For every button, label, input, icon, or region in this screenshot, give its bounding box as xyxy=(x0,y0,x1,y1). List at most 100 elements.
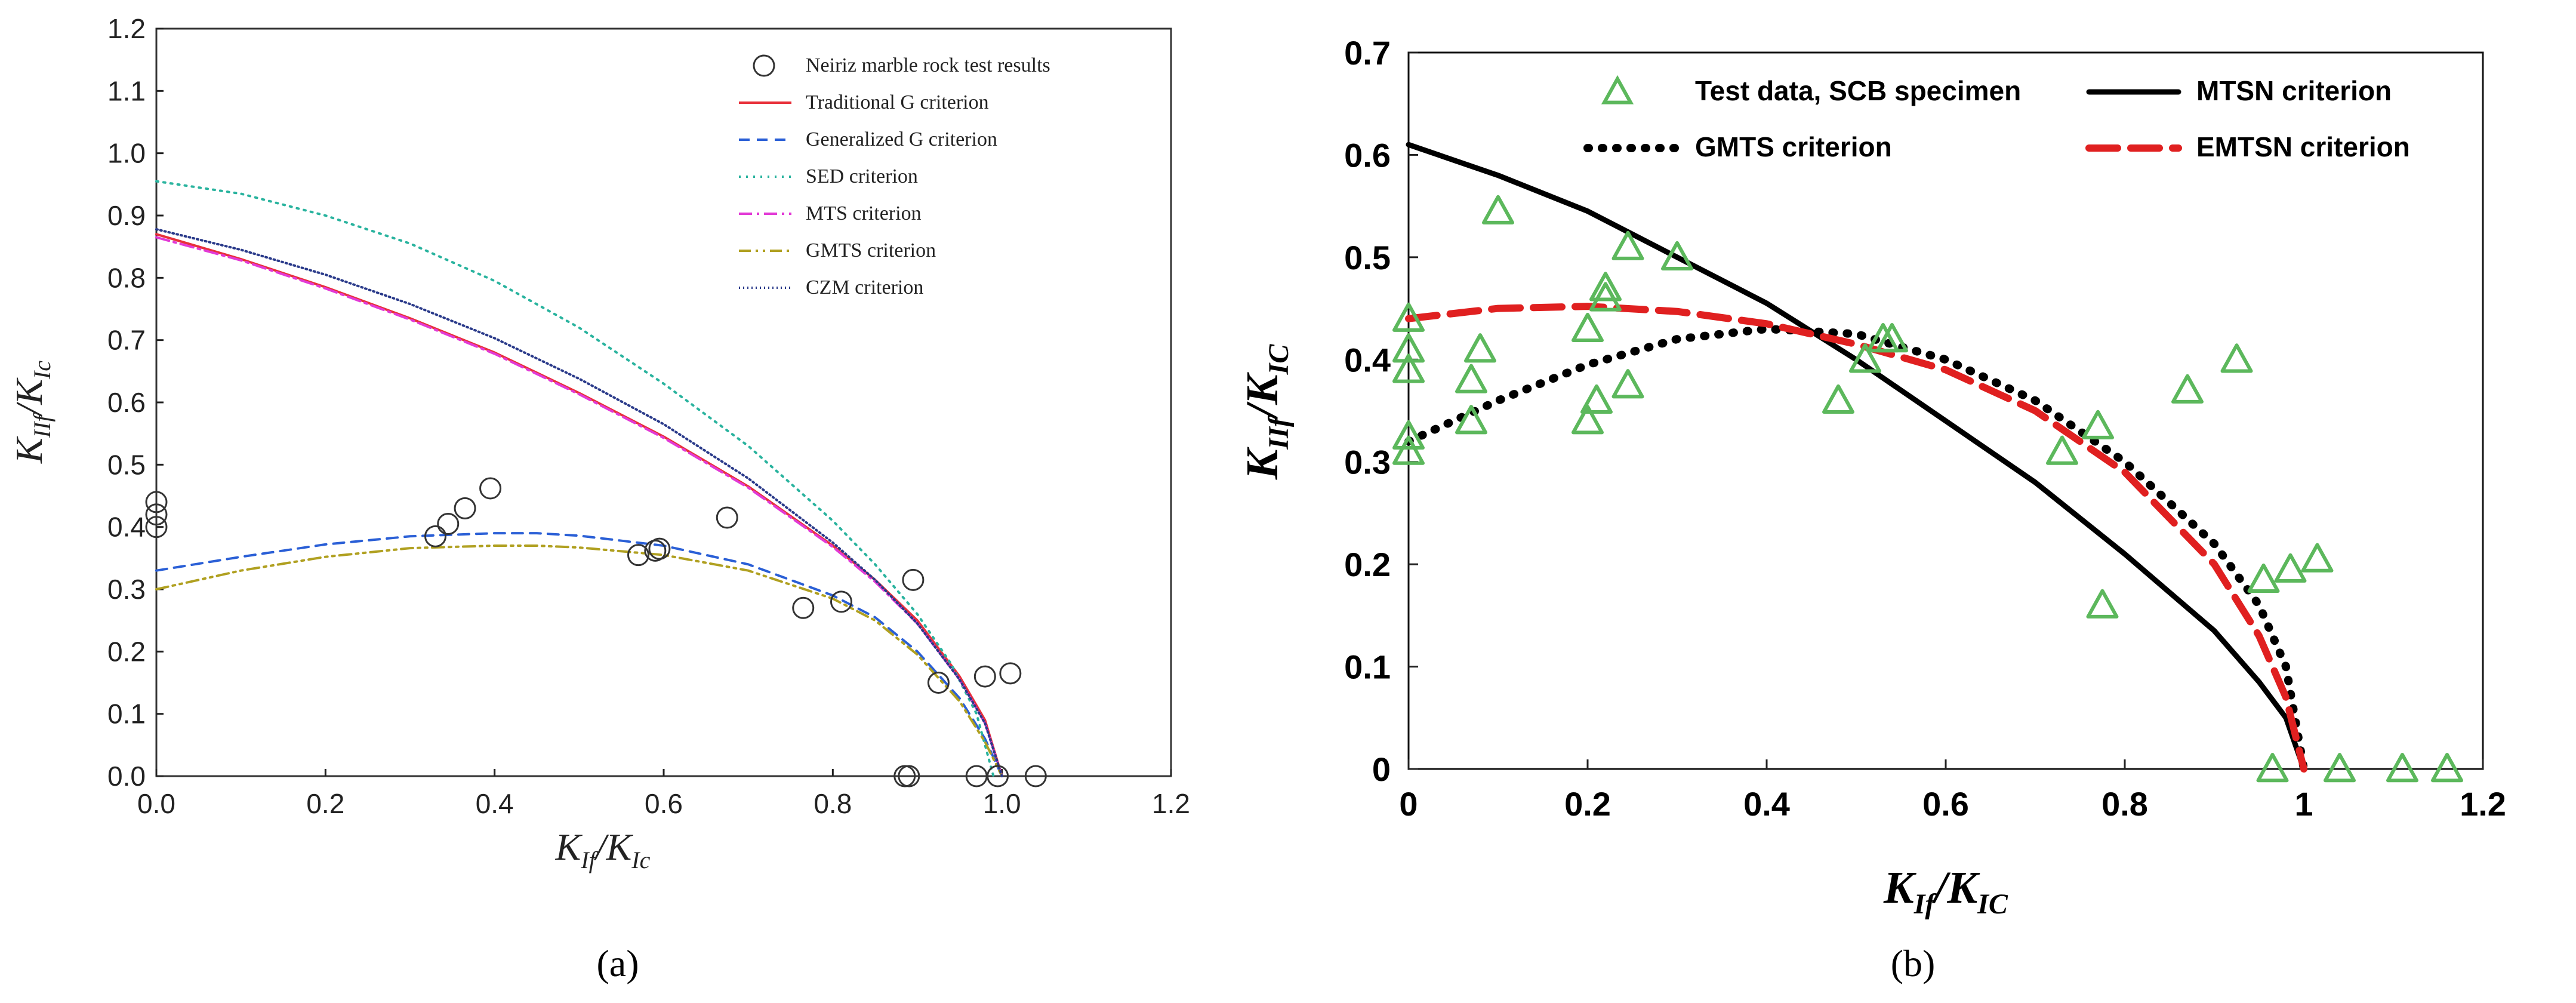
data-point xyxy=(1589,272,1622,301)
y-tick-label: 0.2 xyxy=(1344,546,1391,583)
y-tick-label: 0.4 xyxy=(107,512,146,543)
legend-label: MTS criterion xyxy=(806,202,922,224)
data-point xyxy=(1392,435,1425,465)
legend-label: SED criterion xyxy=(806,165,918,187)
x-tick-label: 0.8 xyxy=(2102,785,2148,823)
legend-label: Test data, SCB specimen xyxy=(1695,75,2021,106)
y-tick-label: 0.3 xyxy=(1344,444,1391,481)
panel-a-x-axis-label: KIf/KIc xyxy=(555,826,651,873)
x-tick-label: 0.2 xyxy=(306,788,344,819)
data-point xyxy=(145,516,168,539)
panel-b-curves xyxy=(1404,141,2308,773)
data-point xyxy=(145,503,168,526)
data-point xyxy=(454,497,476,519)
data-point xyxy=(1876,323,1908,353)
data-point xyxy=(1572,405,1604,435)
x-tick-label: 0.8 xyxy=(814,788,852,819)
y-tick-label: 1.1 xyxy=(107,75,146,106)
data-point xyxy=(987,765,1009,787)
data-point xyxy=(424,525,446,547)
panel-a-points xyxy=(145,477,1047,787)
data-point xyxy=(2247,563,2280,593)
panel-a-y-axis-label: KIIf/KIc xyxy=(8,361,56,464)
legend-label: Traditional G criterion xyxy=(806,91,989,113)
y-tick-label: 1.0 xyxy=(107,138,146,169)
data-point xyxy=(1661,241,1693,271)
x-tick-label: 0.4 xyxy=(476,788,514,819)
y-tick-label: 0.9 xyxy=(107,200,146,231)
legend-label: MTSN criterion xyxy=(2196,75,2392,106)
panel-b-caption: (b) xyxy=(1891,942,1936,984)
x-tick-label: 0.4 xyxy=(1743,785,1790,823)
legend-label: GMTS criterion xyxy=(806,239,936,261)
x-tick-label: 1 xyxy=(2294,785,2313,823)
data-point xyxy=(973,665,996,688)
y-tick-label: 0.5 xyxy=(107,449,146,480)
y-tick-label: 0.7 xyxy=(1344,34,1391,72)
data-point xyxy=(1455,364,1487,393)
legend-marker xyxy=(753,54,775,77)
y-tick-label: 0.6 xyxy=(107,387,146,418)
legend-label: CZM criterion xyxy=(806,276,923,299)
data-point xyxy=(1392,333,1425,363)
data-point xyxy=(648,537,671,560)
y-tick-label: 0.4 xyxy=(1344,341,1391,379)
series-line xyxy=(155,228,1003,777)
y-tick-label: 0.3 xyxy=(107,574,146,605)
data-point xyxy=(145,491,168,513)
data-point xyxy=(2220,343,2253,373)
y-tick-label: 0.1 xyxy=(107,699,146,730)
data-point xyxy=(1822,384,1854,414)
y-tick-label: 0.6 xyxy=(1344,136,1391,174)
data-point xyxy=(1392,420,1425,450)
data-point xyxy=(1464,333,1496,363)
data-point xyxy=(2386,753,2418,783)
x-tick-label: 0.6 xyxy=(1922,785,1969,823)
data-point xyxy=(1580,384,1613,414)
x-tick-label: 1.0 xyxy=(983,788,1021,819)
y-tick-label: 0 xyxy=(1372,750,1391,788)
data-point xyxy=(1392,353,1425,383)
data-point xyxy=(1589,282,1622,312)
panel-b-chart: 0 0.2 0.4 0.6 0.8 1 1.200.10.20.30.40.50.60.7 … xyxy=(1237,34,2506,984)
legend-label: GMTS criterion xyxy=(1695,131,1892,162)
data-point xyxy=(830,590,852,613)
x-tick-label: 0 xyxy=(1399,785,1418,823)
panel-a-ticks: 0.0 0.2 0.4 0.6 0.8 1.0 1.2 0.0 0.1 0.2 0.3 0.4 0.5 0… xyxy=(107,13,1190,819)
data-point xyxy=(2324,753,2356,783)
series-line xyxy=(1406,141,2307,772)
legend-marker xyxy=(1601,75,1634,104)
panel-b-ticks: 0 0.2 0.4 0.6 0.8 1 1.2 0 0.1 0.2 0.3 0.4 0.5 0.6 0.7 xyxy=(1344,34,2506,823)
data-point xyxy=(2256,753,2289,783)
panel-b-legend: Test data, SCB specimen MTSN criterion GMT… xyxy=(1583,75,2410,162)
data-point xyxy=(2431,753,2463,783)
legend-label: EMTSN criterion xyxy=(2196,131,2410,162)
data-point xyxy=(2171,374,2204,404)
data-point xyxy=(1611,369,1644,399)
data-point xyxy=(1392,302,1425,332)
panel-a-chart: 0.0 0.2 0.4 0.6 0.8 1.0 1.2 0.0 0.1 0.2 0.3 0.4 0.5 0… xyxy=(8,13,1190,984)
data-point xyxy=(1024,765,1047,787)
x-tick-label: 0.6 xyxy=(645,788,683,819)
data-point xyxy=(437,512,460,535)
data-point xyxy=(999,662,1022,685)
data-point xyxy=(479,477,502,500)
y-tick-label: 0.5 xyxy=(1344,239,1391,276)
x-tick-label: 0.2 xyxy=(1564,785,1611,823)
panel-b-y-axis-label: KIIf/KIC xyxy=(1237,344,1295,481)
x-tick-label: 0.0 xyxy=(137,788,175,819)
panel-b-points xyxy=(1392,195,2463,783)
data-point xyxy=(1455,405,1487,435)
data-point xyxy=(898,765,920,787)
data-point xyxy=(1572,312,1604,343)
data-point xyxy=(1611,230,1644,260)
series-line xyxy=(1405,303,2307,773)
panel-a-legend: Neiriz marble rock test results Tradition… xyxy=(739,54,1050,299)
y-tick-label: 0.2 xyxy=(107,636,146,667)
y-tick-label: 0.0 xyxy=(107,761,146,792)
x-tick-label: 1.2 xyxy=(1152,788,1190,819)
legend-label: Neiriz marble rock test results xyxy=(806,54,1050,76)
y-tick-label: 0.1 xyxy=(1344,648,1391,686)
data-point xyxy=(2082,410,2114,439)
